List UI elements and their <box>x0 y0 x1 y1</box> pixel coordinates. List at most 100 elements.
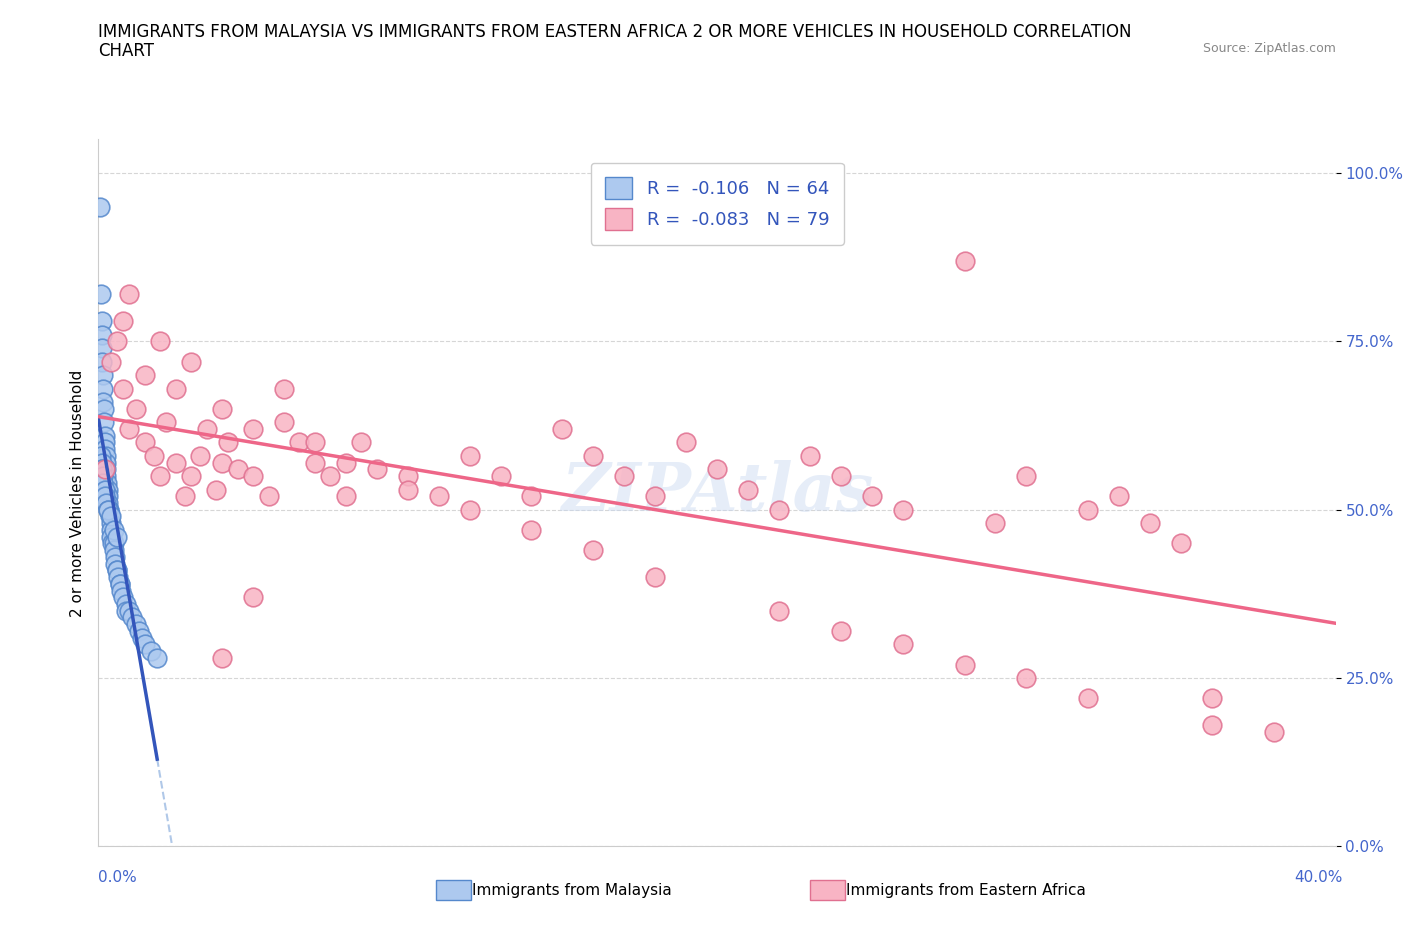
Point <box>396 469 419 484</box>
Point <box>139 644 162 658</box>
Point <box>165 455 187 470</box>
Point <box>134 367 156 382</box>
Point <box>118 286 141 301</box>
Point <box>104 556 127 571</box>
Point <box>458 502 481 517</box>
Point <box>124 402 146 417</box>
Point <box>94 442 117 457</box>
Y-axis label: 2 or more Vehicles in Household: 2 or more Vehicles in Household <box>69 369 84 617</box>
Point <box>1015 671 1038 685</box>
Point <box>93 489 115 504</box>
Point <box>91 367 114 382</box>
Point <box>134 435 156 450</box>
Point <box>706 462 728 477</box>
Point <box>613 469 636 484</box>
Text: CHART: CHART <box>98 42 155 60</box>
Point <box>108 577 131 591</box>
Point <box>91 340 114 355</box>
Point <box>551 421 574 436</box>
Point <box>165 381 187 396</box>
Point <box>112 590 135 604</box>
Text: Immigrants from Malaysia: Immigrants from Malaysia <box>472 883 672 897</box>
Point <box>124 617 146 631</box>
Point <box>121 610 143 625</box>
Point <box>100 509 122 524</box>
Point <box>830 623 852 638</box>
Point <box>115 604 138 618</box>
Point <box>273 381 295 396</box>
Point <box>830 469 852 484</box>
Text: ZIPAtlas: ZIPAtlas <box>561 460 873 525</box>
Point <box>273 415 295 430</box>
Point <box>131 631 153 645</box>
Point <box>1077 502 1099 517</box>
Point <box>96 462 118 477</box>
Point <box>737 482 759 497</box>
Point <box>489 469 512 484</box>
Text: Source: ZipAtlas.com: Source: ZipAtlas.com <box>1202 42 1336 55</box>
Point <box>242 469 264 484</box>
Point <box>520 523 543 538</box>
Point <box>891 637 914 652</box>
Point <box>1263 724 1285 739</box>
Point <box>304 435 326 450</box>
Point <box>174 489 197 504</box>
Text: Immigrants from Eastern Africa: Immigrants from Eastern Africa <box>846 883 1087 897</box>
Point <box>149 334 172 349</box>
Point <box>91 381 114 396</box>
Legend: R =  -0.106   N = 64, R =  -0.083   N = 79: R = -0.106 N = 64, R = -0.083 N = 79 <box>591 163 844 245</box>
Point <box>128 623 150 638</box>
Point <box>97 482 120 497</box>
Point <box>96 475 118 490</box>
Point <box>93 482 115 497</box>
Point <box>100 523 122 538</box>
Point <box>134 637 156 652</box>
Point <box>211 402 233 417</box>
Point <box>97 502 120 517</box>
Point <box>90 286 112 301</box>
Point <box>953 253 976 268</box>
Point <box>101 536 124 551</box>
Point <box>103 523 125 538</box>
Point <box>100 354 122 369</box>
Point <box>319 469 342 484</box>
Point <box>91 354 114 369</box>
Point <box>1201 718 1223 733</box>
Point <box>90 327 112 342</box>
Point <box>180 469 202 484</box>
Point <box>94 448 117 463</box>
Point <box>118 421 141 436</box>
Point <box>97 489 120 504</box>
Point <box>143 448 166 463</box>
Point <box>112 313 135 328</box>
Point <box>93 394 115 409</box>
Point <box>89 199 111 214</box>
Point <box>257 489 280 504</box>
Point <box>335 455 357 470</box>
Point <box>675 435 697 450</box>
Point <box>103 543 125 558</box>
Point <box>105 563 128 578</box>
Point <box>1015 469 1038 484</box>
Point <box>190 448 212 463</box>
Point <box>115 596 138 611</box>
Point <box>149 469 172 484</box>
Point <box>1077 691 1099 706</box>
Point <box>242 590 264 604</box>
Point <box>1201 691 1223 706</box>
Point <box>93 435 115 450</box>
Point <box>146 650 169 665</box>
Point <box>107 569 129 584</box>
Text: 40.0%: 40.0% <box>1295 870 1343 884</box>
Point <box>93 428 115 443</box>
Point <box>366 462 388 477</box>
Point <box>155 415 177 430</box>
Point <box>211 650 233 665</box>
Point <box>644 489 666 504</box>
Point <box>768 604 790 618</box>
Point <box>90 448 112 463</box>
Point <box>110 583 132 598</box>
Point <box>768 502 790 517</box>
Point <box>97 502 120 517</box>
Point <box>105 563 128 578</box>
